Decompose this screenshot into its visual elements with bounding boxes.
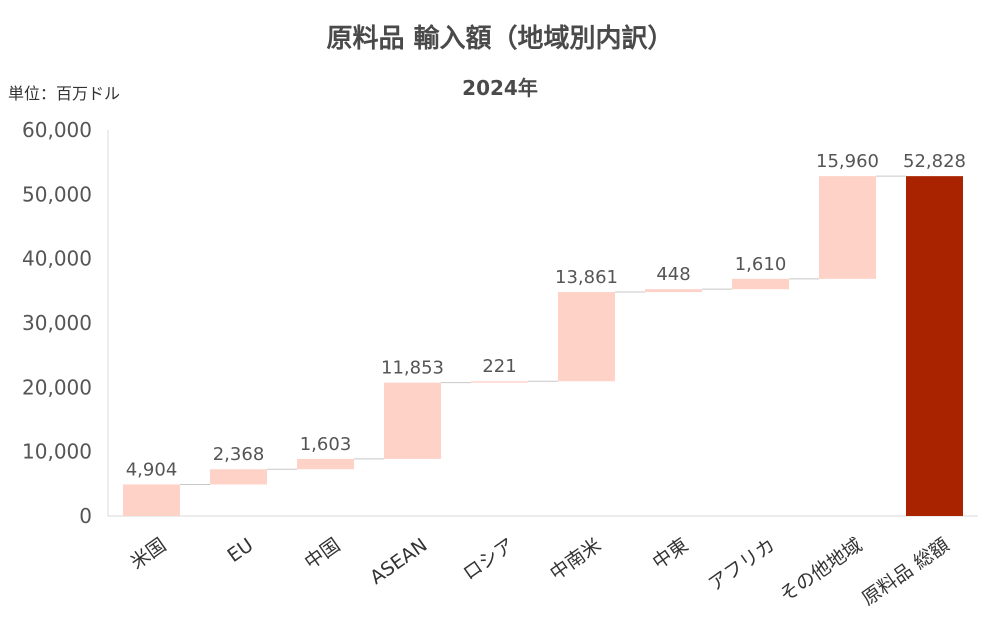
data-label: 4,904 [126, 459, 178, 480]
category-label: EU [224, 534, 258, 567]
category-label: その他地域 [776, 534, 866, 607]
data-labels: 4,904 2,368 1,603 11,853 221 13,861 448 1,610 15… [126, 151, 966, 480]
data-label: 13,861 [555, 267, 618, 288]
category-label: 中国 [301, 534, 345, 574]
data-label: 11,853 [381, 358, 444, 379]
y-tick-label: 30,000 [22, 311, 92, 335]
data-label: 1,603 [300, 434, 352, 455]
y-tick-label: 20,000 [22, 375, 92, 399]
data-label: 1,610 [735, 254, 787, 275]
data-label: 15,960 [816, 151, 879, 172]
data-label: 221 [482, 356, 516, 377]
chart-subtitle: 2024年 [462, 76, 538, 100]
step-bar [297, 458, 354, 470]
category-label: 原料品 総額 [858, 534, 953, 610]
step-bar [645, 289, 702, 293]
connector-lines [180, 175, 906, 485]
step-bar [471, 381, 528, 383]
chart-title: 原料品 輸入額（地域別内訳） [326, 24, 674, 54]
step-bar [384, 382, 441, 459]
data-label: 52,828 [903, 151, 966, 172]
bars [123, 176, 963, 516]
y-tick-label: 0 [79, 504, 92, 528]
category-label: アフリカ [704, 534, 779, 596]
category-label: ロシア [459, 534, 518, 585]
step-bar [732, 278, 789, 290]
category-label: 米国 [127, 534, 171, 574]
data-label: 2,368 [213, 444, 265, 465]
category-label: ASEAN [366, 534, 431, 589]
y-tick-label: 10,000 [22, 440, 92, 464]
step-bar [558, 292, 615, 382]
data-label: 448 [656, 264, 690, 285]
y-tick-label: 40,000 [22, 247, 92, 271]
category-label: 中南米 [546, 534, 605, 585]
y-tick-label: 60,000 [22, 118, 92, 142]
y-axis-ticks: 0 10,000 20,000 30,000 40,000 50,000 60,000 [22, 118, 92, 528]
unit-label: 単位：百万ドル [8, 84, 121, 103]
category-label: 中東 [649, 534, 693, 574]
step-bar [210, 469, 267, 485]
y-tick-label: 50,000 [22, 182, 92, 206]
total-bar [906, 176, 963, 516]
step-bar [123, 484, 180, 516]
step-bar [819, 176, 876, 279]
